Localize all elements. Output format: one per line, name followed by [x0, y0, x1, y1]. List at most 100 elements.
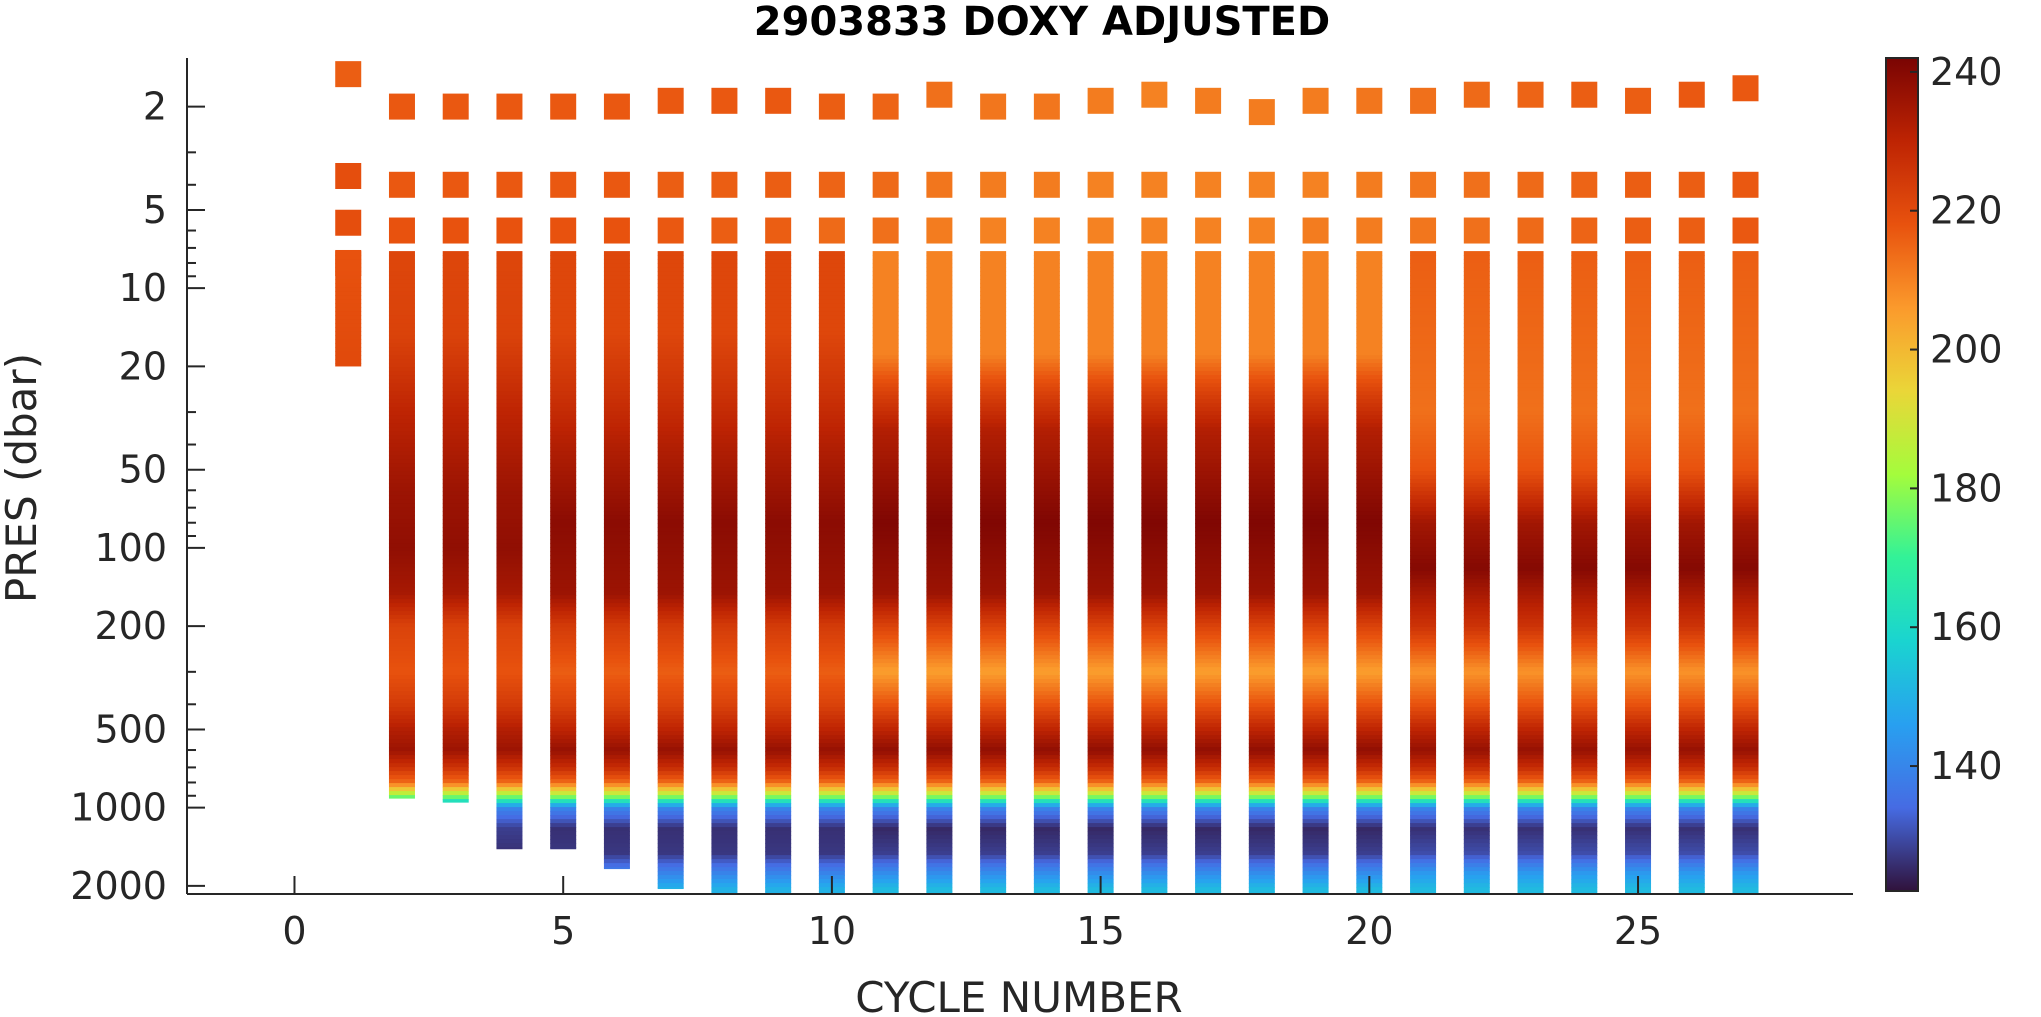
profile-segment: [1195, 487, 1222, 492]
profile-segment: [603, 647, 630, 652]
profile-segment: [1571, 639, 1598, 644]
profile-segment: [1141, 347, 1168, 352]
profile-segment: [1571, 743, 1598, 748]
profile-segment: [1087, 867, 1114, 872]
profile-segment: [1463, 655, 1490, 660]
profile-segment: [1732, 447, 1759, 452]
profile-segment: [1248, 491, 1275, 496]
profile-segment: [1033, 755, 1060, 760]
profile-segment: [1678, 763, 1705, 768]
profile-segment: [388, 647, 415, 652]
profile-segment: [818, 639, 845, 644]
profile-segment: [1356, 335, 1383, 340]
profile-segment: [1410, 407, 1437, 412]
profile-segment: [1571, 819, 1598, 824]
profile-segment: [550, 279, 577, 284]
profile-segment: [872, 535, 899, 540]
profile-segment: [1302, 267, 1329, 272]
profile-segment: [1248, 475, 1275, 480]
profile-segment: [550, 523, 577, 528]
profile-segment: [496, 283, 523, 288]
profile-segment: [1678, 875, 1705, 880]
surface-sample: [1248, 217, 1275, 244]
profile-segment: [872, 667, 899, 672]
profile-segment: [603, 519, 630, 524]
profile-segment: [1302, 623, 1329, 628]
profile-segment: [1625, 459, 1652, 464]
profile-segment: [1517, 867, 1544, 872]
profile-segment: [765, 355, 792, 360]
profile-segment: [711, 347, 738, 352]
profile-segment: [1463, 607, 1490, 612]
profile-segment: [1571, 311, 1598, 316]
profile-segment: [711, 807, 738, 812]
profile-segment: [1678, 311, 1705, 316]
profile-segment: [550, 703, 577, 708]
profile-segment: [980, 423, 1007, 428]
profile-segment: [442, 775, 469, 780]
profile-segment: [442, 319, 469, 324]
profile-segment: [872, 467, 899, 472]
profile-segment: [1195, 835, 1222, 840]
profile-segment: [765, 723, 792, 728]
profile-segment: [765, 307, 792, 312]
profile-segment: [1087, 275, 1114, 280]
profile-segment: [1356, 851, 1383, 856]
profile-segment: [1571, 547, 1598, 552]
profile-segment: [1087, 771, 1114, 776]
profile-segment: [872, 283, 899, 288]
profile-segment: [1302, 735, 1329, 740]
profile-segment: [550, 383, 577, 388]
profile-segment: [603, 635, 630, 640]
profile-segment: [1248, 511, 1275, 516]
profile-segment: [926, 875, 953, 880]
profile-segment: [818, 835, 845, 840]
profile-segment: [1463, 259, 1490, 264]
profile-segment: [765, 687, 792, 692]
profile-segment: [1087, 567, 1114, 572]
profile-segment: [1141, 539, 1168, 544]
profile-segment: [1732, 407, 1759, 412]
profile-segment: [1087, 583, 1114, 588]
profile-segment: [1356, 831, 1383, 836]
profile-segment: [1732, 507, 1759, 512]
profile-segment: [765, 767, 792, 772]
profile-segment: [1141, 331, 1168, 336]
profile-segment: [872, 599, 899, 604]
profile-segment: [1087, 639, 1114, 644]
profile-segment: [1732, 791, 1759, 796]
profile-segment: [1517, 691, 1544, 696]
profile-segment: [1625, 495, 1652, 500]
profile-segment: [1302, 255, 1329, 260]
profile-segment: [1195, 791, 1222, 796]
profile-segment: [1571, 447, 1598, 452]
profile-segment: [1248, 499, 1275, 504]
profile-segment: [926, 539, 953, 544]
profile-segment: [1463, 435, 1490, 440]
profile-segment: [1732, 755, 1759, 760]
profile-segment: [496, 307, 523, 312]
profile-segment: [1571, 571, 1598, 576]
profile-segment: [496, 611, 523, 616]
profile-segment: [1410, 303, 1437, 308]
profile-segment: [926, 439, 953, 444]
profile-segment: [926, 359, 953, 364]
profile-segment: [872, 431, 899, 436]
profile-segment: [818, 307, 845, 312]
profile-segment: [496, 683, 523, 688]
profile-segment: [818, 691, 845, 696]
profile-segment: [1410, 491, 1437, 496]
profile-segment: [1732, 275, 1759, 280]
profile-segment: [1625, 467, 1652, 472]
profile-segment: [980, 567, 1007, 572]
profile-segment: [765, 387, 792, 392]
profile-segment: [657, 759, 684, 764]
profile-segment: [442, 779, 469, 784]
profile-segment: [1248, 555, 1275, 560]
profile-segment: [765, 271, 792, 276]
profile-segment: [1571, 395, 1598, 400]
profile-segment: [496, 251, 523, 256]
profile-segment: [1248, 731, 1275, 736]
profile-segment: [980, 519, 1007, 524]
profile-segment: [1732, 463, 1759, 468]
